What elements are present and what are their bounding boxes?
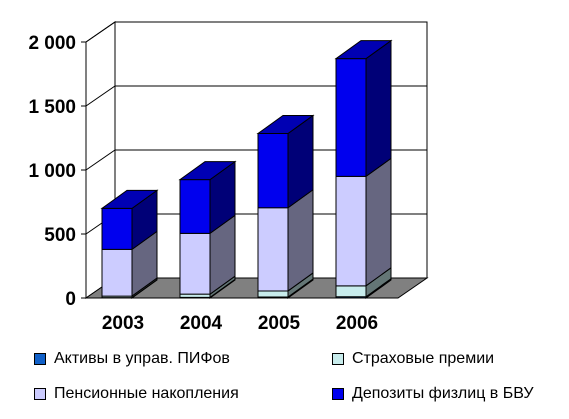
gridline-2	[85, 149, 427, 171]
legend-swatch-pif	[34, 353, 46, 365]
chart-legend: Активы в управ. ПИФов Страховые премии П…	[34, 346, 564, 416]
legend-label-pension: Пенсионные накопления	[54, 385, 239, 402]
bar-2005-1-front	[257, 290, 289, 298]
y-tick-label-1: 500	[44, 225, 76, 246]
stacked-bar-chart: 0 500 1 000 1 500 2 000 2003 2004 2005 2006	[28, 21, 429, 334]
bar-2003-3-front	[101, 207, 133, 250]
x-tick-label-2006: 2006	[336, 313, 378, 334]
bar-2006-2-side	[365, 157, 392, 287]
bar-2006-3-side	[365, 39, 392, 178]
legend-label-insurance: Страховые премии	[352, 350, 495, 367]
x-tick-label-2004: 2004	[180, 313, 223, 334]
legend-swatch-insurance	[332, 353, 344, 365]
legend-swatch-deposits	[332, 388, 344, 400]
bar-2006-2-front	[335, 175, 367, 287]
y-tick-label-3: 1 500	[28, 97, 76, 118]
bar-2004-3-front	[179, 179, 211, 234]
legend-item-deposits: Депозиты физлиц в БВУ	[332, 381, 534, 407]
legend-label-deposits: Депозиты физлиц в БВУ	[352, 385, 534, 402]
legend-label-pif: Активы в управ. ПИФов	[54, 350, 230, 367]
bar-2006-3-front	[335, 58, 367, 177]
bar-2003-2-front	[101, 248, 133, 297]
bar-2006-3-top	[334, 40, 393, 60]
legend-item-insurance: Страховые премии	[332, 346, 494, 372]
bar-2005-2-front	[257, 207, 289, 292]
bar-2004-3-top	[178, 161, 237, 181]
bar-2005-3-top	[256, 115, 315, 135]
gridline-3	[85, 85, 427, 107]
bar-2003-3-top	[100, 189, 159, 209]
legend-item-pension: Пенсионные накопления	[34, 381, 239, 407]
bar-2005-3-front	[257, 133, 289, 209]
legend-item-pif: Активы в управ. ПИФов	[34, 346, 230, 372]
y-tick-label-4: 2 000	[28, 33, 76, 54]
legend-swatch-pension	[34, 388, 46, 400]
bar-2006-1-front	[335, 285, 367, 298]
x-tick-label-2005: 2005	[258, 313, 301, 334]
y-tick-label-2: 1 000	[28, 161, 76, 182]
y-tick-label-0: 0	[65, 289, 76, 310]
gridline-4	[85, 21, 427, 43]
x-tick-label-2003: 2003	[102, 313, 144, 334]
bar-2004-2-front	[179, 232, 211, 295]
